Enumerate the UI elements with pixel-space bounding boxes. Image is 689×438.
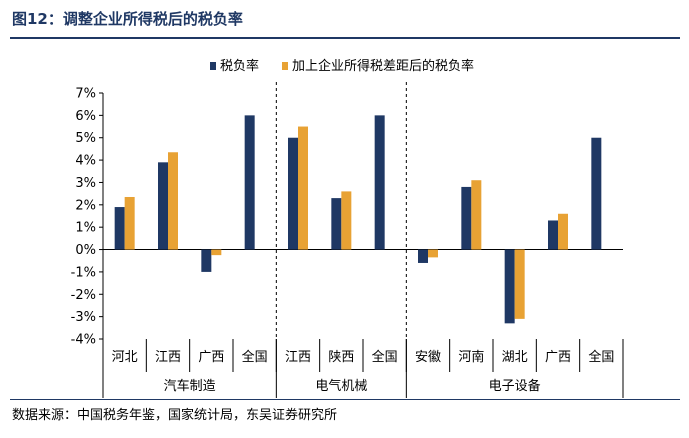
title-rule: [10, 37, 680, 39]
bar-adjusted-tax-rate: [558, 213, 568, 250]
y-tick-label: 0%: [75, 243, 96, 258]
bar-tax-rate: [288, 137, 298, 250]
bar-adjusted-tax-rate: [428, 249, 438, 258]
category-label: 全国: [372, 349, 398, 365]
y-tick-label: 2%: [75, 198, 96, 213]
category-label: 安徽: [415, 350, 441, 365]
bar-adjusted-tax-rate: [124, 196, 135, 250]
y-tick-label: 7%: [75, 87, 96, 102]
legend-swatch: [210, 62, 216, 70]
category-label: 江西: [155, 350, 181, 365]
category-label: 全国: [588, 349, 614, 365]
y-tick-label: 1%: [75, 221, 96, 236]
bar-adjusted-tax-rate: [168, 152, 178, 250]
bar-adjusted-tax-rate: [341, 191, 352, 250]
bar-tax-rate: [504, 249, 515, 324]
category-label: 全国: [242, 349, 268, 365]
legend-label: 加上企业所得税差距后的税负率: [292, 58, 474, 74]
group-label: 汽车制造: [164, 378, 216, 394]
bar-tax-rate: [158, 162, 168, 250]
y-tick-label: -4%: [71, 333, 96, 348]
bar-tax-rate: [331, 198, 342, 250]
category-label: 河南: [458, 349, 484, 365]
bar-adjusted-tax-rate: [211, 249, 222, 256]
source-rule: [10, 399, 680, 400]
category-label: 江西: [285, 350, 311, 365]
group-label: 电气机械: [315, 378, 367, 394]
figure-title: 图12：调整企业所得税后的税负率: [12, 10, 243, 28]
bar-tax-rate: [461, 186, 472, 250]
bar-tax-rate: [374, 115, 385, 250]
bar-tax-rate: [114, 207, 125, 250]
bar-adjusted-tax-rate: [514, 249, 525, 319]
category-label: 河北: [112, 350, 138, 365]
legend-swatch: [282, 62, 288, 70]
category-label: 湖北: [502, 350, 528, 365]
y-tick-label: 5%: [75, 131, 96, 146]
source-note: 数据来源：中国税务年鉴，国家统计局，东吴证券研究所: [12, 408, 338, 423]
category-label: 广西: [545, 350, 571, 365]
bar-tax-rate: [244, 115, 255, 250]
bar-tax-rate: [548, 220, 558, 250]
category-label: 广西: [198, 350, 224, 365]
bar-tax-rate: [201, 249, 212, 272]
legend-label: 税负率: [220, 58, 259, 74]
y-tick-label: 4%: [75, 154, 96, 169]
y-tick-label: -3%: [71, 310, 96, 325]
bar-tax-rate: [418, 249, 428, 263]
y-tick-label: 6%: [75, 109, 96, 124]
category-label: 陕西: [328, 350, 354, 365]
y-tick-label: -2%: [71, 288, 96, 303]
group-label: 电子设备: [489, 378, 541, 394]
bar-adjusted-tax-rate: [471, 180, 482, 250]
bar-adjusted-tax-rate: [298, 126, 308, 250]
y-tick-label: 3%: [75, 176, 96, 191]
y-tick-label: -1%: [71, 265, 96, 280]
bar-tax-rate: [591, 137, 602, 250]
